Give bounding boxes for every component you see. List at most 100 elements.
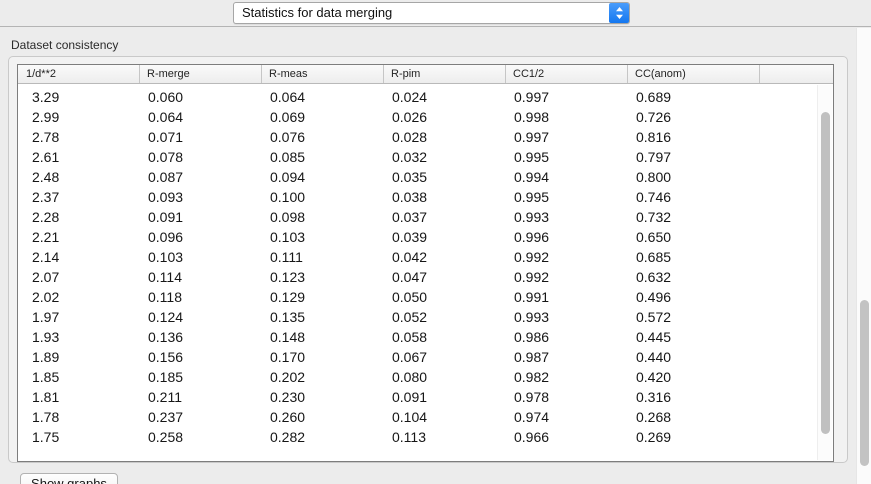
table-cell: [759, 227, 819, 247]
table-cell: 0.091: [392, 389, 428, 405]
table-cell: [759, 187, 819, 207]
table-row[interactable]: 2.37 0.093 0.100 0.038 0.995 0.746: [18, 187, 833, 207]
toolbar: Statistics for data merging: [0, 0, 871, 27]
table-cell: 0.039: [392, 229, 428, 245]
column-header[interactable]: R-meas: [261, 65, 383, 83]
table-row[interactable]: 2.21 0.096 0.103 0.039 0.996 0.650: [18, 227, 833, 247]
statistics-popup-button[interactable]: Statistics for data merging: [233, 2, 630, 24]
table-row[interactable]: 1.81 0.211 0.230 0.091 0.978 0.316: [18, 387, 833, 407]
table-cell: 0.087: [148, 169, 184, 185]
table-cell: 0.038: [392, 189, 428, 205]
table-cell: 0.028: [392, 129, 428, 145]
column-header[interactable]: CC(anom): [627, 65, 759, 83]
table-cell: 0.123: [270, 269, 306, 285]
table-cell: 0.997: [514, 129, 550, 145]
table-cell: 0.136: [148, 329, 184, 345]
up-down-chevron-icon[interactable]: [609, 3, 629, 23]
table-cell: 0.685: [636, 249, 672, 265]
table-cell: 0.258: [148, 429, 184, 445]
table-row[interactable]: 1.75 0.258 0.282 0.113 0.966 0.269: [18, 427, 833, 447]
table-cell: 0.993: [514, 209, 550, 225]
table-cell: [759, 427, 819, 447]
table-cell: 0.996: [514, 229, 550, 245]
table-cell: 0.067: [392, 349, 428, 365]
dataset-consistency-label: Dataset consistency: [11, 38, 119, 52]
table-cell: 0.094: [270, 169, 306, 185]
column-header[interactable]: [759, 65, 819, 83]
table-cell: 0.071: [148, 129, 184, 145]
table-cell: [759, 387, 819, 407]
table-cell: 0.992: [514, 269, 550, 285]
table-cell: [759, 367, 819, 387]
table-cell: [759, 327, 819, 347]
table-cell: 0.572: [636, 309, 672, 325]
table-cell: 2.37: [32, 189, 60, 205]
table-cell: 0.993: [514, 309, 550, 325]
table-cell: 2.99: [32, 109, 60, 125]
table-cell: 0.185: [148, 369, 184, 385]
show-graphs-button[interactable]: Show graphs: [20, 473, 118, 484]
column-header[interactable]: CC1/2: [505, 65, 627, 83]
table-cell: [759, 307, 819, 327]
table-row[interactable]: 2.14 0.103 0.111 0.042 0.992 0.685: [18, 247, 833, 267]
table-cell: 0.978: [514, 389, 550, 405]
table-row[interactable]: 1.89 0.156 0.170 0.067 0.987 0.440: [18, 347, 833, 367]
table-cell: 0.098: [270, 209, 306, 225]
table-cell: 2.48: [32, 169, 60, 185]
dataset-consistency-table[interactable]: 1/d**2 R-merge R-meas R-pim CC1/2 CC(anom) 3.…: [17, 64, 834, 462]
table-cell: 0.076: [270, 129, 306, 145]
table-cell: 0.042: [392, 249, 428, 265]
column-header[interactable]: R-merge: [139, 65, 261, 83]
table-cell: 0.992: [514, 249, 550, 265]
table-cell: 0.037: [392, 209, 428, 225]
statistics-popup-selected-label: Statistics for data merging: [242, 5, 393, 20]
table-cell: [759, 407, 819, 427]
table-cell: 0.202: [270, 369, 306, 385]
table-cell: 1.89: [32, 349, 60, 365]
table-row[interactable]: 3.29 0.060 0.064 0.024 0.997 0.689: [18, 87, 833, 107]
table-cell: 0.103: [148, 249, 184, 265]
column-header[interactable]: R-pim: [383, 65, 505, 83]
table-row[interactable]: 2.07 0.114 0.123 0.047 0.992 0.632: [18, 267, 833, 287]
table-cell: 0.237: [148, 409, 184, 425]
table-vertical-scrollbar[interactable]: [817, 85, 832, 460]
table-cell: 2.07: [32, 269, 60, 285]
table-header-row: 1/d**2 R-merge R-meas R-pim CC1/2 CC(anom): [18, 65, 833, 84]
table-cell: 0.998: [514, 109, 550, 125]
table-cell: 0.114: [148, 269, 182, 285]
table-cell: 0.064: [148, 109, 184, 125]
table-scrollbar-thumb[interactable]: [821, 112, 830, 434]
table-cell: 0.496: [636, 289, 672, 305]
table-cell: 0.024: [392, 89, 428, 105]
table-row[interactable]: 1.93 0.136 0.148 0.058 0.986 0.445: [18, 327, 833, 347]
table-row[interactable]: 2.48 0.087 0.094 0.035 0.994 0.800: [18, 167, 833, 187]
page-vertical-scrollbar[interactable]: [856, 28, 871, 484]
table-cell: 0.156: [148, 349, 184, 365]
table-cell: 0.650: [636, 229, 672, 245]
table-row[interactable]: 2.61 0.078 0.085 0.032 0.995 0.797: [18, 147, 833, 167]
table-row[interactable]: 2.78 0.071 0.076 0.028 0.997 0.816: [18, 127, 833, 147]
table-cell: 0.282: [270, 429, 306, 445]
table-cell: 0.103: [270, 229, 306, 245]
table-row[interactable]: 1.78 0.237 0.260 0.104 0.974 0.268: [18, 407, 833, 427]
table-cell: [759, 247, 819, 267]
table-row[interactable]: 2.99 0.064 0.069 0.026 0.998 0.726: [18, 107, 833, 127]
table-cell: 0.052: [392, 309, 428, 325]
table-cell: 0.632: [636, 269, 672, 285]
table-cell: [759, 207, 819, 227]
table-cell: 0.032: [392, 149, 428, 165]
table-cell: [759, 167, 819, 187]
table-cell: [759, 347, 819, 367]
table-row[interactable]: 1.97 0.124 0.135 0.052 0.993 0.572: [18, 307, 833, 327]
table-cell: 2.14: [32, 249, 60, 265]
table-row[interactable]: 1.85 0.185 0.202 0.080 0.982 0.420: [18, 367, 833, 387]
table-row[interactable]: 2.02 0.118 0.129 0.050 0.991 0.496: [18, 287, 833, 307]
table-cell: 0.113: [392, 429, 426, 445]
table-cell: 0.035: [392, 169, 428, 185]
table-cell: 2.78: [32, 129, 60, 145]
table-cell: 0.316: [636, 389, 672, 405]
page-scrollbar-thumb[interactable]: [860, 300, 869, 466]
table-row[interactable]: 2.28 0.091 0.098 0.037 0.993 0.732: [18, 207, 833, 227]
column-header[interactable]: 1/d**2: [26, 68, 56, 80]
table-cell: 0.124: [148, 309, 184, 325]
